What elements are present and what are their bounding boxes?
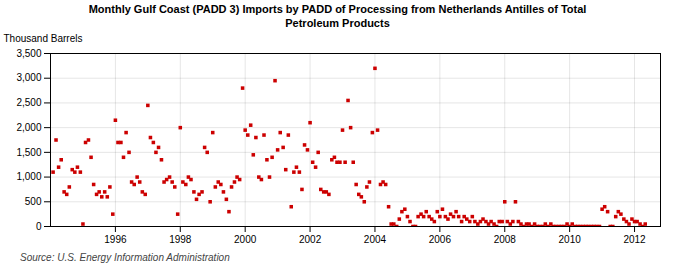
svg-text:3,500: 3,500 [16, 47, 41, 58]
svg-text:1,500: 1,500 [16, 146, 41, 157]
svg-text:3,000: 3,000 [16, 72, 41, 83]
svg-text:1,000: 1,000 [16, 171, 41, 182]
svg-text:2006: 2006 [429, 233, 452, 244]
html-text:Monthly Gulf Coast (PADD 3) Im: Monthly Gulf Coast (PADD 3) Imports by P… [88, 3, 587, 29]
svg-text:2004: 2004 [364, 233, 387, 244]
svg-text:2000: 2000 [234, 233, 257, 244]
svg-text:2010: 2010 [559, 233, 582, 244]
svg-text:2002: 2002 [299, 233, 322, 244]
svg-text:1998: 1998 [169, 233, 192, 244]
svg-text:2008: 2008 [494, 233, 517, 244]
html-text:Source: U.S. Energy Informatio: Source: U.S. Energy Information Administ… [20, 251, 230, 263]
svg-text:2,000: 2,000 [16, 121, 41, 132]
svg-text:0: 0 [36, 220, 42, 231]
svg-text:1996: 1996 [104, 233, 127, 244]
svg-text:500: 500 [25, 195, 42, 206]
svg-text:2,500: 2,500 [16, 97, 41, 108]
svg-text:Thousand Barrels: Thousand Barrels [4, 32, 83, 43]
svg-text:2012: 2012 [623, 233, 646, 244]
